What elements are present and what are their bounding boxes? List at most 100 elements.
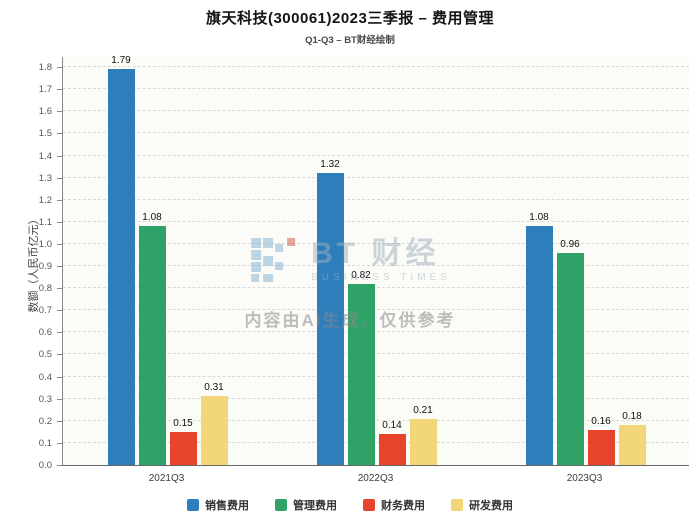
bar-series-3-2023Q3 bbox=[587, 429, 615, 465]
bar-value-label: 1.08 bbox=[142, 212, 162, 224]
bar-series-3-2022Q3 bbox=[378, 434, 406, 465]
bar-value-label: 0.16 bbox=[591, 415, 611, 427]
bar-value-label: 0.15 bbox=[173, 417, 193, 429]
y-tick-mark bbox=[57, 133, 62, 135]
legend-label: 销售费用 bbox=[205, 500, 249, 512]
legend-item-1[interactable]: 销售费用 bbox=[187, 497, 249, 513]
legend-item-4[interactable]: 研发费用 bbox=[451, 497, 513, 513]
y-tick-mark bbox=[57, 155, 62, 157]
bar-series-4-2021Q3 bbox=[200, 396, 228, 465]
gridline bbox=[63, 397, 689, 399]
y-tick-label: 0.2 bbox=[38, 415, 52, 427]
legend-swatch bbox=[363, 499, 375, 511]
gridline bbox=[63, 331, 689, 333]
legend-swatch bbox=[275, 499, 287, 511]
y-tick-mark bbox=[57, 111, 62, 113]
bar-series-1-2022Q3 bbox=[316, 173, 344, 465]
y-tick-mark bbox=[57, 354, 62, 356]
bar-value-label: 0.18 bbox=[622, 411, 642, 423]
legend-swatch bbox=[187, 499, 199, 511]
bar-series-2-2022Q3 bbox=[347, 283, 375, 465]
gridline bbox=[63, 154, 689, 156]
bar-series-2-2023Q3 bbox=[556, 252, 584, 465]
gridline bbox=[63, 132, 689, 134]
y-tick-mark bbox=[57, 243, 62, 245]
y-axis: 0.0 0.1 0.2 0.3 0.4 0.5 0.6 0.7 0.8 0.9 1.0 1.1 1.2 1… bbox=[0, 57, 62, 471]
y-tick-label: 1.5 bbox=[38, 128, 52, 140]
y-tick-label: 0.8 bbox=[38, 283, 52, 295]
gridline bbox=[63, 375, 689, 377]
y-tick-mark bbox=[57, 310, 62, 312]
y-tick-label: 0.9 bbox=[38, 261, 52, 273]
legend-label: 管理费用 bbox=[293, 500, 337, 512]
bar-series-2-2021Q3 bbox=[138, 226, 166, 465]
y-tick-label: 1.0 bbox=[38, 238, 52, 250]
y-tick-label: 0.3 bbox=[38, 393, 52, 405]
y-tick-label: 0.0 bbox=[38, 460, 52, 471]
bar-value-label: 1.32 bbox=[320, 159, 340, 171]
y-tick-label: 1.7 bbox=[38, 84, 52, 96]
x-tick-label: 2021Q3 bbox=[148, 473, 185, 484]
gridline bbox=[63, 88, 689, 90]
bar-series-3-2021Q3 bbox=[169, 431, 197, 465]
y-tick-mark bbox=[57, 199, 62, 201]
bar-value-label: 0.14 bbox=[382, 420, 402, 432]
gridline bbox=[63, 176, 689, 178]
y-tick-label: 1.8 bbox=[38, 62, 52, 74]
gridline bbox=[63, 265, 689, 267]
y-tick-mark bbox=[57, 221, 62, 223]
bar-value-label: 1.79 bbox=[111, 55, 131, 67]
y-tick-mark bbox=[57, 67, 62, 69]
chart-subtitle: Q1-Q3 – BT财经绘制 bbox=[305, 35, 395, 46]
plot-area: 1.79 1.08 0.15 0.31 1.32 0.82 0.14 0.21 1.08 0.96… bbox=[62, 55, 689, 466]
legend: 销售费用 管理费用 财务费用 研发费用 bbox=[0, 497, 700, 513]
bar-series-4-2023Q3 bbox=[618, 425, 646, 465]
y-tick-mark bbox=[57, 398, 62, 400]
x-axis: 2021Q3 2022Q3 2023Q3 bbox=[62, 466, 689, 488]
gridline bbox=[63, 353, 689, 355]
bar-value-label: 0.21 bbox=[413, 404, 433, 416]
y-tick-mark bbox=[57, 465, 62, 466]
gridline bbox=[63, 419, 689, 421]
bar-value-label: 0.31 bbox=[204, 382, 224, 394]
legend-item-3[interactable]: 财务费用 bbox=[363, 497, 425, 513]
y-tick-label: 1.3 bbox=[38, 172, 52, 184]
y-tick-label: 1.2 bbox=[38, 194, 52, 206]
y-tick-mark bbox=[57, 89, 62, 91]
y-tick-mark bbox=[57, 177, 62, 179]
bar-series-1-2021Q3 bbox=[107, 69, 135, 465]
bar-series-4-2022Q3 bbox=[409, 418, 437, 465]
y-tick-label: 0.6 bbox=[38, 327, 52, 339]
gridline bbox=[63, 309, 689, 311]
bar-value-label: 0.96 bbox=[560, 238, 580, 250]
gridline bbox=[63, 220, 689, 222]
y-tick-mark bbox=[57, 332, 62, 334]
legend-label: 财务费用 bbox=[381, 500, 425, 512]
legend-item-2[interactable]: 管理费用 bbox=[275, 497, 337, 513]
y-tick-mark bbox=[57, 288, 62, 290]
gridline bbox=[63, 198, 689, 200]
y-tick-mark bbox=[57, 376, 62, 378]
y-tick-label: 0.1 bbox=[38, 437, 52, 449]
x-tick-label: 2022Q3 bbox=[357, 473, 394, 484]
bar-value-label: 1.08 bbox=[529, 212, 549, 224]
y-tick-label: 0.4 bbox=[38, 371, 52, 383]
gridline bbox=[63, 441, 689, 443]
y-tick-mark bbox=[57, 266, 62, 268]
gridline bbox=[63, 287, 689, 289]
chart-title: 旗天科技(300061)2023三季报 – 费用管理 bbox=[205, 10, 495, 27]
bar-value-label: 0.82 bbox=[351, 269, 371, 281]
legend-label: 研发费用 bbox=[469, 500, 513, 512]
gridline bbox=[63, 110, 689, 112]
y-tick-label: 1.1 bbox=[38, 216, 52, 228]
y-tick-label: 1.4 bbox=[38, 150, 52, 162]
y-tick-label: 0.5 bbox=[38, 349, 52, 361]
gridline bbox=[63, 242, 689, 244]
legend-swatch bbox=[451, 499, 463, 511]
x-tick-label: 2023Q3 bbox=[566, 473, 603, 484]
bar-series-1-2023Q3 bbox=[525, 226, 553, 465]
y-tick-label: 1.6 bbox=[38, 106, 52, 118]
y-tick-mark bbox=[57, 420, 62, 422]
gridline bbox=[63, 66, 689, 68]
